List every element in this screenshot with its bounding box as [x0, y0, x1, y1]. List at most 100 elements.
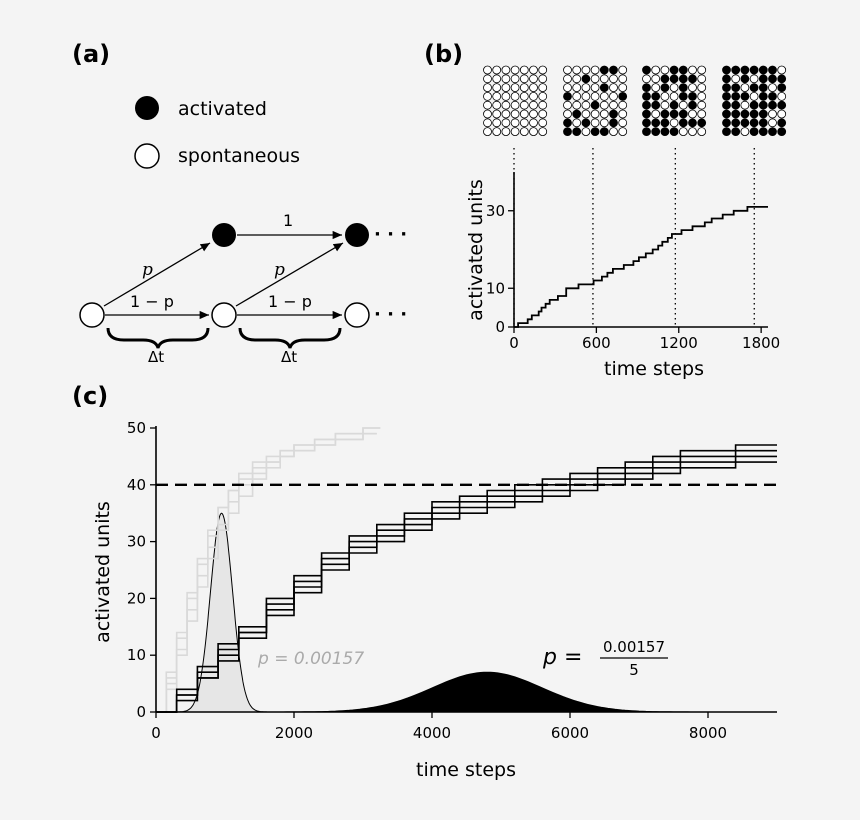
unit-activated	[768, 74, 777, 84]
legend-spontaneous-label: spontaneous	[178, 145, 300, 167]
legend-activated-marker	[135, 96, 159, 120]
continuation-dots-top: · · ·	[374, 224, 407, 245]
unit-activated	[731, 109, 741, 119]
unit-inactive	[510, 100, 520, 110]
unit-inactive	[599, 109, 609, 119]
unit-activated	[678, 83, 688, 92]
distributions	[166, 512, 764, 713]
unit-activated	[758, 100, 768, 110]
unit-activated	[758, 127, 768, 137]
unit-activated	[642, 100, 651, 110]
unit-inactive	[501, 74, 511, 84]
unit-inactive	[538, 74, 548, 84]
unit-inactive	[740, 127, 750, 137]
unit-inactive	[483, 74, 492, 84]
unit-inactive	[492, 92, 502, 101]
label-p-2: p	[274, 260, 285, 280]
unit-inactive	[519, 100, 529, 110]
unit-inactive	[529, 109, 538, 119]
brace-dt-2	[238, 327, 342, 349]
unit-inactive	[581, 83, 591, 92]
unit-inactive	[697, 100, 707, 110]
unit-inactive	[519, 92, 529, 101]
unit-inactive	[777, 92, 787, 101]
annotation-p-slow-denominator: 5	[629, 661, 639, 679]
unit-activated	[609, 109, 618, 119]
unit-inactive	[529, 118, 538, 128]
unit-inactive	[618, 100, 628, 110]
unit-inactive	[501, 83, 511, 92]
unit-activated	[642, 92, 651, 101]
unit-activated	[669, 109, 679, 119]
unit-inactive	[651, 109, 661, 119]
panel-b-xtick-label: 600	[582, 334, 611, 352]
unit-inactive	[563, 109, 572, 119]
unit-inactive	[688, 127, 697, 137]
unit-inactive	[483, 65, 492, 75]
state-activated-1	[212, 223, 236, 247]
unit-inactive	[529, 74, 538, 84]
panel-b-label: (b)	[424, 40, 463, 68]
panel-c-ytick-label: 50	[127, 419, 146, 437]
unit-inactive	[590, 65, 600, 75]
unit-inactive	[740, 83, 750, 92]
snapshot-grids	[483, 65, 787, 137]
distribution-fast	[166, 512, 277, 713]
unit-inactive	[529, 65, 538, 75]
unit-inactive	[572, 74, 582, 84]
unit-activated	[731, 100, 741, 110]
panel-c-ytick-label: 20	[127, 589, 146, 607]
unit-activated	[688, 100, 697, 110]
panel-b-series-line	[514, 206, 768, 328]
unit-activated	[660, 83, 670, 92]
unit-activated	[669, 127, 679, 137]
panel-c: 0 2000 4000 6000 8000 0 10 20 30 40 50 p = 0.00157…	[92, 419, 777, 781]
unit-activated	[642, 83, 651, 92]
unit-inactive	[510, 92, 520, 101]
unit-inactive	[678, 100, 688, 110]
unit-inactive	[609, 74, 618, 84]
unit-inactive	[501, 92, 511, 101]
unit-activated	[777, 100, 787, 110]
unit-inactive	[590, 92, 600, 101]
unit-inactive	[599, 92, 609, 101]
brace-dt-1	[106, 327, 210, 349]
unit-inactive	[651, 83, 661, 92]
unit-activated	[722, 65, 731, 75]
unit-activated	[722, 74, 731, 84]
unit-inactive	[609, 83, 618, 92]
unit-activated	[678, 65, 688, 75]
panel-c-xtick-label: 8000	[689, 724, 727, 742]
unit-inactive	[510, 109, 520, 119]
unit-inactive	[731, 74, 741, 84]
snapshot-grid-2	[563, 65, 628, 137]
unit-inactive	[581, 92, 591, 101]
unit-activated	[609, 65, 618, 75]
unit-activated	[642, 118, 651, 128]
unit-activated	[563, 127, 572, 137]
unit-activated	[722, 109, 731, 119]
unit-inactive	[697, 83, 707, 92]
unit-inactive	[749, 74, 759, 84]
trajectory-slow-3	[156, 455, 777, 713]
unit-activated	[777, 74, 787, 84]
unit-inactive	[697, 109, 707, 119]
unit-activated	[669, 100, 679, 110]
unit-inactive	[563, 83, 572, 92]
unit-inactive	[483, 100, 492, 110]
unit-activated	[731, 83, 741, 92]
unit-inactive	[740, 100, 750, 110]
unit-inactive	[642, 74, 651, 84]
unit-activated	[609, 118, 618, 128]
unit-activated	[581, 74, 591, 84]
unit-inactive	[581, 65, 591, 75]
label-dt-2: Δt	[281, 348, 297, 366]
panel-b-xtick-label: 1800	[742, 334, 780, 352]
unit-activated	[563, 118, 572, 128]
unit-inactive	[581, 127, 591, 137]
unit-activated	[660, 127, 670, 137]
state-spontaneous-2	[211, 302, 237, 328]
unit-activated	[688, 92, 697, 101]
legend-activated-label: activated	[178, 98, 267, 120]
unit-activated	[642, 109, 651, 119]
